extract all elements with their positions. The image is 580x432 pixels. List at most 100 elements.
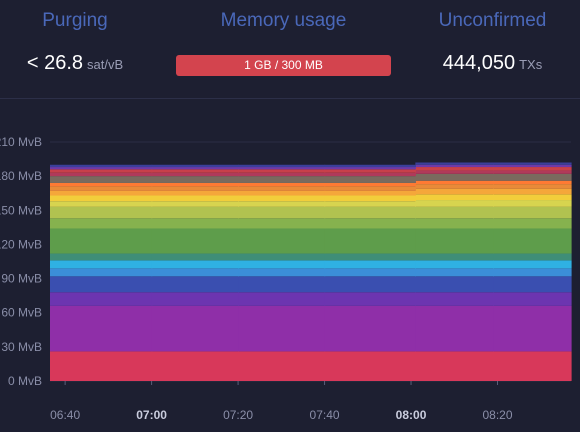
y-tick-label-2: 60 MvB xyxy=(1,306,42,320)
area-layer-19-segment-4 xyxy=(415,162,494,165)
purging-value: < 26.8 xyxy=(26,52,84,74)
area-layer-18-segment-1 xyxy=(151,167,239,170)
area-layer-16-segment-1 xyxy=(151,172,239,177)
x-tick-label-3: 07:40 xyxy=(310,408,340,422)
x-tick-label-4: 08:00 xyxy=(396,408,427,422)
area-layer-3-segment-0 xyxy=(50,276,153,293)
area-layer-14-segment-2 xyxy=(238,182,326,187)
area-layer-15-segment-5 xyxy=(493,173,572,181)
area-layer-18-segment-2 xyxy=(238,167,326,170)
area-layer-9-segment-2 xyxy=(238,206,326,219)
area-layer-7-segment-5 xyxy=(493,228,572,254)
area-layer-16-segment-0 xyxy=(50,172,153,177)
area-layer-7-segment-4 xyxy=(415,228,494,254)
area-layer-10-segment-1 xyxy=(151,201,239,207)
area-layer-1-segment-1 xyxy=(151,305,239,352)
area-layer-11-segment-5 xyxy=(493,194,572,201)
area-layer-6-segment-1 xyxy=(151,253,239,261)
area-layer-18-segment-3 xyxy=(324,167,416,170)
area-layer-3-segment-4 xyxy=(415,276,494,293)
area-layer-17-segment-3 xyxy=(324,169,416,173)
purging-label: Purging xyxy=(42,10,108,31)
stats-row: Purging < 26.8 sat/vB Memory usage 1 GB /… xyxy=(0,0,580,98)
unconfirmed-value: 444,050 xyxy=(442,52,516,74)
area-layer-19-segment-0 xyxy=(50,164,153,168)
area-layer-13-segment-4 xyxy=(415,184,494,189)
area-layer-4-segment-3 xyxy=(324,268,416,277)
y-tick-label-7: 210 MvB xyxy=(0,135,42,149)
area-layer-5-segment-2 xyxy=(238,260,326,269)
area-layer-2-segment-3 xyxy=(324,292,416,306)
area-layer-17-segment-4 xyxy=(415,167,494,171)
y-axis: 0 MvB 30 MvB 60 MvB 90 MvB 120 MvB 150 MvB 180… xyxy=(0,135,42,388)
area-layer-2-segment-4 xyxy=(415,292,494,306)
area-layer-1-segment-0 xyxy=(50,305,153,352)
area-layer-8-segment-2 xyxy=(238,218,326,229)
area-layer-15-segment-4 xyxy=(415,173,494,181)
area-layer-12-segment-2 xyxy=(238,190,326,196)
area-layer-5-segment-4 xyxy=(415,260,494,269)
area-layer-3-segment-1 xyxy=(151,276,239,293)
area-layer-18-segment-0 xyxy=(50,167,153,170)
area-layer-9-segment-4 xyxy=(415,206,494,219)
area-layer-12-segment-3 xyxy=(324,190,416,196)
area-layer-0-segment-5 xyxy=(493,351,572,381)
unconfirmed-unit: TXs xyxy=(519,57,543,72)
area-layer-17-segment-5 xyxy=(493,167,572,171)
area-layer-14-segment-4 xyxy=(415,180,494,185)
area-layer-6-segment-0 xyxy=(50,253,153,261)
area-layer-5-segment-5 xyxy=(493,260,572,269)
mempool-chart[interactable]: 0 MvB 30 MvB 60 MvB 90 MvB 120 MvB 150 MvB 180… xyxy=(0,99,580,432)
area-layer-13-segment-5 xyxy=(493,184,572,189)
area-layer-14-segment-0 xyxy=(50,182,153,187)
area-layer-8-segment-3 xyxy=(324,218,416,229)
area-layer-2-segment-2 xyxy=(238,292,326,306)
x-tick-label-0: 06:40 xyxy=(50,408,80,422)
area-layer-19-segment-2 xyxy=(238,164,326,168)
area-layer-9-segment-1 xyxy=(151,206,239,219)
area-layer-19-segment-5 xyxy=(493,162,572,165)
area-layer-7-segment-3 xyxy=(324,228,416,254)
y-tick-label-3: 90 MvB xyxy=(1,272,42,286)
area-layer-14-segment-3 xyxy=(324,182,416,187)
area-layer-10-segment-5 xyxy=(493,200,572,207)
area-layer-3-segment-5 xyxy=(493,276,572,293)
area-layer-1-segment-4 xyxy=(415,305,494,352)
x-tick-label-1: 07:00 xyxy=(136,408,167,422)
area-layer-8-segment-5 xyxy=(493,218,572,229)
unconfirmed-value-line: 444,050 TXs xyxy=(415,52,570,75)
area-layer-1-segment-3 xyxy=(324,305,416,352)
area-layer-11-segment-3 xyxy=(324,195,416,202)
area-layer-12-segment-4 xyxy=(415,188,494,195)
area-layer-10-segment-3 xyxy=(324,201,416,207)
area-layer-18-segment-4 xyxy=(415,164,494,168)
unconfirmed-label: Unconfirmed xyxy=(438,10,547,31)
area-layer-8-segment-4 xyxy=(415,218,494,229)
area-layer-16-segment-4 xyxy=(415,170,494,174)
x-axis: 06:40 07:00 07:20 07:40 08:00 08:20 xyxy=(50,381,513,422)
purging-unit: sat/vB xyxy=(87,57,124,72)
area-layer-6-segment-2 xyxy=(238,253,326,261)
area-layer-13-segment-0 xyxy=(50,186,153,191)
x-tick-label-2: 07:20 xyxy=(223,408,253,422)
area-layer-6-segment-3 xyxy=(324,253,416,261)
area-layer-10-segment-2 xyxy=(238,201,326,207)
area-layer-15-segment-1 xyxy=(151,176,239,183)
area-layer-10-segment-4 xyxy=(415,200,494,207)
y-tick-label-5: 150 MvB xyxy=(0,203,42,217)
area-layer-12-segment-0 xyxy=(50,190,153,196)
area-layer-1-segment-2 xyxy=(238,305,326,352)
area-layer-16-segment-5 xyxy=(493,170,572,174)
area-layer-19-segment-3 xyxy=(324,164,416,168)
area-layer-2-segment-5 xyxy=(493,292,572,306)
area-layer-5-segment-1 xyxy=(151,260,239,269)
area-layer-11-segment-2 xyxy=(238,195,326,202)
area-layer-1-segment-5 xyxy=(493,305,572,352)
divider xyxy=(0,98,580,99)
area-layer-4-segment-0 xyxy=(50,268,153,277)
area-layer-0-segment-1 xyxy=(151,351,239,381)
area-layer-3-segment-2 xyxy=(238,276,326,293)
y-tick-label-0: 0 MvB xyxy=(8,374,42,388)
area-layer-17-segment-1 xyxy=(151,169,239,173)
